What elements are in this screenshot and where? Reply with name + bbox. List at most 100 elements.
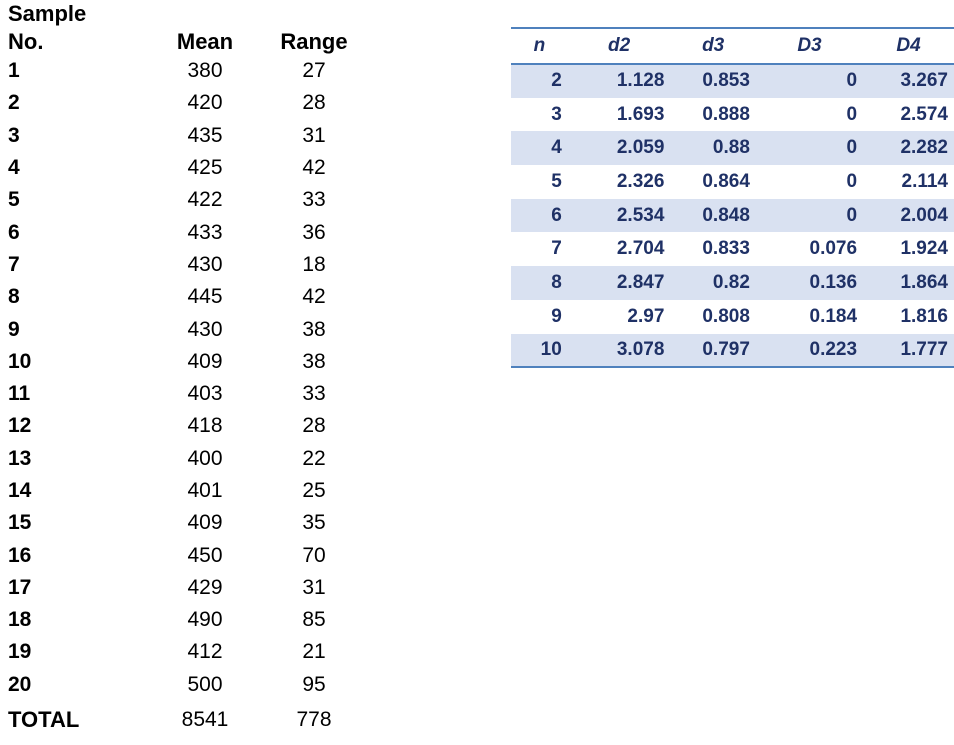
constants-row: 6 2.534 0.848 0 2.004: [511, 198, 954, 233]
D4-cell: 1.816: [900, 305, 948, 327]
sample-mean-cell: 445: [187, 285, 223, 309]
sample-mean-cell: 433: [187, 220, 223, 244]
col-header-D4: D4: [896, 35, 921, 56]
sample-row: 5 422 33: [8, 184, 374, 216]
sample-range-cell: 33: [302, 382, 326, 406]
D3-cell: 0: [846, 137, 858, 159]
sample-no-cell: 13: [8, 446, 32, 470]
sample-row: 4 425 42: [8, 152, 374, 184]
sample-row: 11 403 33: [8, 378, 374, 410]
sample-row: 18 490 85: [8, 604, 374, 636]
sample-no-cell: 12: [8, 414, 32, 438]
col-header-d2: d2: [607, 35, 631, 56]
sample-mean-cell: 420: [187, 91, 223, 115]
D3-cell: 0.076: [809, 238, 858, 260]
constants-row: 2 1.128 0.853 0 3.267: [511, 64, 954, 98]
d3-cell: 0.864: [702, 170, 750, 192]
n-cell: 7: [551, 238, 562, 260]
D3-cell: 0.136: [809, 271, 858, 293]
D4-cell: 2.114: [901, 170, 949, 192]
constants-row: 4 2.059 0.88 0 2.282: [511, 131, 954, 166]
sample-no-cell: 15: [8, 511, 32, 535]
D3-cell: 0: [846, 204, 858, 226]
D3-cell: 0.223: [809, 338, 858, 360]
sample-range-cell: 25: [302, 479, 326, 502]
d3-cell: 0.848: [702, 204, 750, 226]
sample-mean-cell: 403: [187, 382, 223, 406]
d2-cell: 2.059: [616, 137, 665, 159]
constants-row: 5 2.326 0.864 0 2.114: [511, 165, 954, 199]
sample-range-cell: 27: [302, 59, 326, 83]
col-header-D3: D3: [797, 35, 822, 56]
D3-cell: 0: [846, 70, 858, 92]
sample-no-cell: 7: [8, 252, 20, 276]
constants-table-body: 2 1.128 0.853 0 3.267 3 1.693 0.888 0 2.574 4 2.059…: [511, 64, 954, 368]
sample-range-cell: 38: [302, 317, 326, 341]
d2-cell: 2.326: [616, 170, 665, 192]
sample-range-cell: 36: [302, 220, 326, 244]
col-header-mean: Mean: [176, 28, 234, 54]
constants-row: 10 3.078 0.797 0.223 1.777: [511, 333, 954, 368]
D4-cell: 2.574: [900, 103, 948, 125]
sample-no-cell: 14: [8, 479, 32, 502]
sample-range-cell: 28: [302, 414, 326, 438]
d2-cell: 3.078: [616, 338, 665, 360]
D3-cell: 0.184: [809, 305, 858, 327]
sample-range-cell: 42: [302, 285, 326, 309]
samples-title: Sample: [8, 1, 87, 26]
d3-cell: 0.808: [702, 305, 750, 327]
sample-no-cell: 16: [8, 543, 32, 567]
d3-cell: 0.833: [702, 238, 750, 260]
sample-row: 3 435 31: [8, 120, 374, 152]
n-cell: 4: [551, 137, 562, 159]
total-row: TOTAL 8541 778: [8, 701, 374, 739]
d2-cell: 1.128: [616, 70, 665, 92]
sample-range-cell: 18: [302, 252, 326, 276]
sample-no-cell: 20: [8, 672, 32, 696]
sample-mean-cell: 435: [187, 123, 223, 147]
D4-cell: 1.924: [900, 238, 948, 260]
col-header-no: No.: [8, 28, 44, 54]
sample-mean-cell: 422: [187, 188, 223, 212]
sample-no-cell: 6: [8, 220, 20, 244]
sample-range-cell: 70: [302, 543, 326, 567]
samples-header-line1: Sample: [8, 0, 374, 28]
sample-no-cell: 10: [8, 349, 32, 373]
d3-cell: 0.888: [702, 103, 750, 125]
sample-mean-cell: 418: [187, 414, 223, 438]
constants-header-row: n d2 d3 D3 D4: [511, 28, 954, 64]
n-cell: 2: [551, 70, 562, 92]
constants-row: 3 1.693 0.888 0 2.574: [511, 98, 954, 132]
sample-range-cell: 31: [302, 575, 326, 599]
D3-cell: 0: [846, 103, 858, 125]
sample-row: 9 430 38: [8, 313, 374, 345]
sample-row: 20 500 95: [8, 669, 374, 701]
samples-table: Sample No. Mean Range 1 380 27 2 420 28 3 435 31…: [8, 0, 374, 739]
sample-no-cell: 9: [8, 317, 20, 341]
D3-cell: 0: [846, 170, 858, 192]
sample-mean-cell: 429: [187, 575, 223, 599]
sample-range-cell: 95: [302, 672, 326, 696]
n-cell: 9: [551, 305, 562, 327]
sample-row: 14 401 25: [8, 475, 374, 507]
sample-row: 16 450 70: [8, 539, 374, 571]
sample-range-cell: 33: [302, 188, 326, 212]
sample-row: 13 400 22: [8, 443, 374, 475]
sample-no-cell: 19: [8, 640, 32, 664]
d2-cell: 1.693: [616, 103, 665, 125]
sample-row: 10 409 38: [8, 346, 374, 378]
sample-no-cell: 5: [8, 188, 20, 212]
d3-cell: 0.853: [702, 70, 750, 92]
d2-cell: 2.847: [616, 271, 665, 293]
d2-cell: 2.534: [616, 204, 665, 226]
sample-row: 1 380 27: [8, 55, 374, 87]
D4-cell: 3.267: [900, 70, 948, 92]
sample-mean-cell: 409: [187, 349, 223, 373]
constants-table: n d2 d3 D3 D4 2 1.128 0.853 0 3.267 3 1.693 0.8…: [511, 27, 954, 369]
constants-table-header: n d2 d3 D3 D4: [511, 28, 954, 64]
n-cell: 10: [540, 338, 562, 360]
sample-range-cell: 85: [302, 608, 326, 632]
d3-cell: 0.797: [702, 338, 750, 360]
sample-range-cell: 35: [302, 511, 326, 535]
